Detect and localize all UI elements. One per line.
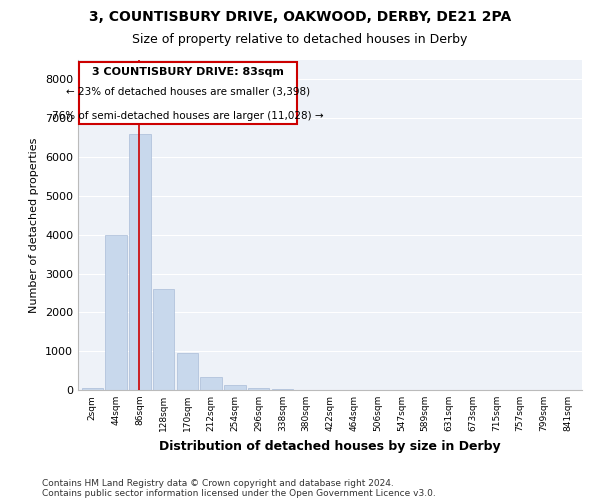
- Bar: [272, 389, 293, 390]
- Bar: [176, 353, 198, 390]
- Text: 76% of semi-detached houses are larger (11,028) →: 76% of semi-detached houses are larger (…: [52, 112, 324, 122]
- Bar: [153, 289, 174, 390]
- Bar: [129, 134, 151, 390]
- Text: ← 23% of detached houses are smaller (3,398): ← 23% of detached houses are smaller (3,…: [66, 87, 310, 97]
- Bar: [248, 388, 269, 390]
- Y-axis label: Number of detached properties: Number of detached properties: [29, 138, 40, 312]
- Text: 3, COUNTISBURY DRIVE, OAKWOOD, DERBY, DE21 2PA: 3, COUNTISBURY DRIVE, OAKWOOD, DERBY, DE…: [89, 10, 511, 24]
- Text: Contains public sector information licensed under the Open Government Licence v3: Contains public sector information licen…: [42, 488, 436, 498]
- Text: Contains HM Land Registry data © Crown copyright and database right 2024.: Contains HM Land Registry data © Crown c…: [42, 478, 394, 488]
- Bar: [200, 377, 222, 390]
- X-axis label: Distribution of detached houses by size in Derby: Distribution of detached houses by size …: [159, 440, 501, 452]
- Text: 3 COUNTISBURY DRIVE: 83sqm: 3 COUNTISBURY DRIVE: 83sqm: [92, 68, 284, 78]
- Bar: [224, 385, 245, 390]
- Bar: [82, 388, 103, 390]
- Bar: [106, 234, 127, 390]
- Text: Size of property relative to detached houses in Derby: Size of property relative to detached ho…: [133, 32, 467, 46]
- FancyBboxPatch shape: [79, 62, 297, 124]
